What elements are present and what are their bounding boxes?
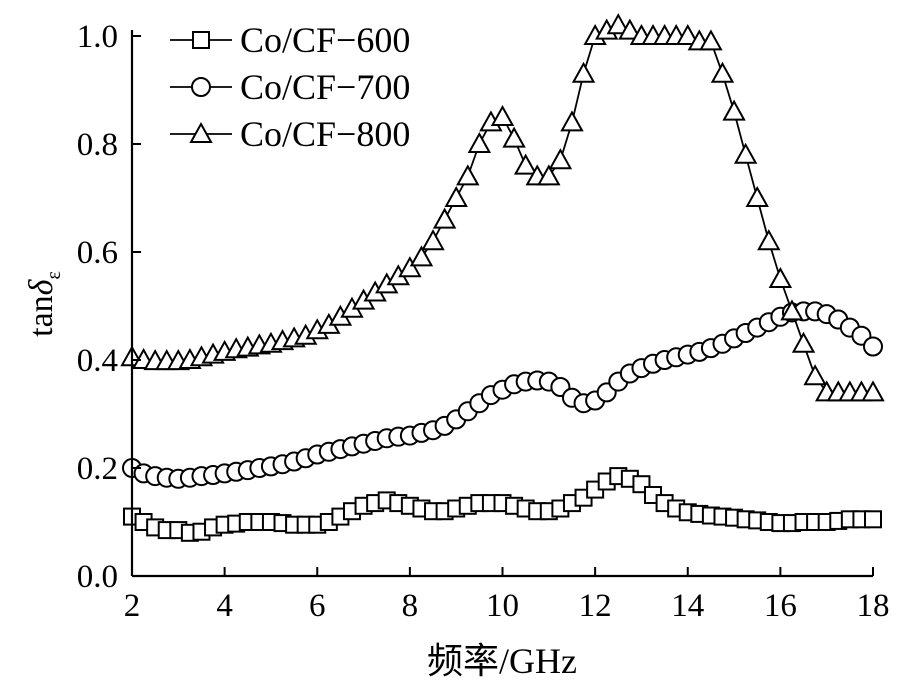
y-axis-title-symbol: δ	[23, 278, 60, 295]
series-2-point-30	[467, 131, 492, 153]
series-1-point-64	[863, 336, 883, 357]
legend-marker-1	[191, 77, 211, 97]
series-2-point-39	[571, 61, 596, 83]
legend-marker-2	[189, 121, 213, 143]
y-tick-label-1: 0.2	[77, 451, 118, 487]
series-2-point-26	[421, 229, 445, 251]
x-ticks: 2 4 6 8 10 12 14 16 18	[124, 567, 890, 624]
series-0-point-64	[864, 510, 882, 529]
x-tick-label-1: 4	[216, 588, 233, 624]
series-2	[120, 13, 885, 402]
x-tick-label-4: 10	[486, 588, 519, 624]
series-2-point-59	[803, 364, 827, 386]
series-2-point-52	[722, 99, 746, 121]
x-tick-label-5: 12	[579, 588, 612, 624]
series-1	[122, 301, 883, 489]
legend: Co/CF−600 Co/CF−700 Co/CF−800	[170, 20, 410, 154]
x-tick-label-7: 16	[764, 588, 797, 624]
series-layer	[120, 13, 885, 542]
y-ticks: 0.0 0.2 0.4 0.6 0.8 1.0	[77, 19, 141, 595]
series-2-point-25	[409, 245, 434, 267]
legend-marker-0	[192, 31, 210, 49]
legend-label-2: Co/CF−800	[240, 114, 410, 154]
x-tick-label-2: 6	[309, 588, 326, 624]
x-tick-label-8: 18	[857, 588, 890, 624]
series-2-point-50	[699, 29, 723, 51]
series-2-point-24	[398, 256, 422, 278]
series-2-point-42	[606, 13, 630, 35]
series-2-point-55	[757, 229, 781, 251]
plot-area	[120, 13, 885, 578]
series-2-point-37	[548, 148, 573, 170]
x-tick-label-3: 8	[402, 588, 419, 624]
series-2-point-32	[490, 104, 515, 126]
x-axis-title: 频率/GHz	[427, 641, 577, 681]
legend-entry-1: Co/CF−700	[170, 67, 410, 107]
legend-entry-2: Co/CF−800	[170, 114, 410, 154]
series-0	[123, 467, 882, 542]
series-2-point-54	[745, 185, 769, 207]
series-2-point-58	[791, 331, 816, 353]
series-2-point-28	[444, 185, 468, 207]
series-2-point-51	[710, 61, 735, 83]
y-tick-label-5: 1.0	[77, 19, 118, 55]
series-2-point-48	[676, 23, 700, 45]
series-2-point-53	[733, 142, 758, 164]
series-2-point-34	[513, 153, 538, 175]
y-tick-label-0: 0.0	[77, 559, 118, 595]
y-axis-title-main: tan	[23, 295, 60, 337]
x-tick-label-6: 14	[671, 588, 704, 624]
legend-label-0: Co/CF−600	[240, 20, 410, 60]
legend-entry-0: Co/CF−600	[170, 20, 410, 60]
legend-label-1: Co/CF−700	[240, 67, 410, 107]
series-2-point-57	[780, 299, 804, 321]
series-2-point-56	[768, 266, 793, 288]
series-2-point-36	[537, 164, 561, 186]
y-tick-label-3: 0.6	[77, 235, 118, 271]
series-2-point-29	[456, 164, 480, 186]
series-2-point-38	[560, 110, 584, 132]
y-tick-label-4: 0.8	[77, 127, 118, 163]
series-2-point-27	[432, 207, 457, 229]
series-2-point-33	[502, 126, 526, 148]
series-2-point-64	[861, 380, 885, 402]
x-tick-label-0: 2	[124, 588, 141, 624]
y-tick-label-2: 0.4	[77, 343, 118, 379]
series-2-point-43	[618, 18, 642, 40]
y-axis-title: tanδε	[23, 271, 65, 337]
y-axis-title-subscript: ε	[43, 271, 65, 279]
